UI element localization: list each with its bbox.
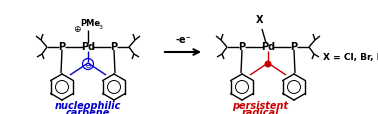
Text: P: P xyxy=(59,42,65,52)
Text: ⊕: ⊕ xyxy=(73,24,81,33)
Text: ⊖: ⊖ xyxy=(85,60,91,69)
Text: carbene: carbene xyxy=(66,107,110,114)
Text: P: P xyxy=(290,42,297,52)
Circle shape xyxy=(265,62,271,67)
Text: P: P xyxy=(239,42,246,52)
Text: P: P xyxy=(110,42,118,52)
Text: PMe: PMe xyxy=(80,19,100,28)
Text: X: X xyxy=(256,15,264,25)
Text: Pd: Pd xyxy=(261,42,275,52)
Text: X = Cl, Br, I: X = Cl, Br, I xyxy=(324,53,378,62)
Text: -e⁻: -e⁻ xyxy=(175,35,191,45)
Text: persistent: persistent xyxy=(232,100,288,110)
Text: radical: radical xyxy=(241,107,279,114)
Text: Pd: Pd xyxy=(81,42,95,52)
Text: nucleophilic: nucleophilic xyxy=(55,100,121,110)
Text: 3: 3 xyxy=(99,25,103,30)
